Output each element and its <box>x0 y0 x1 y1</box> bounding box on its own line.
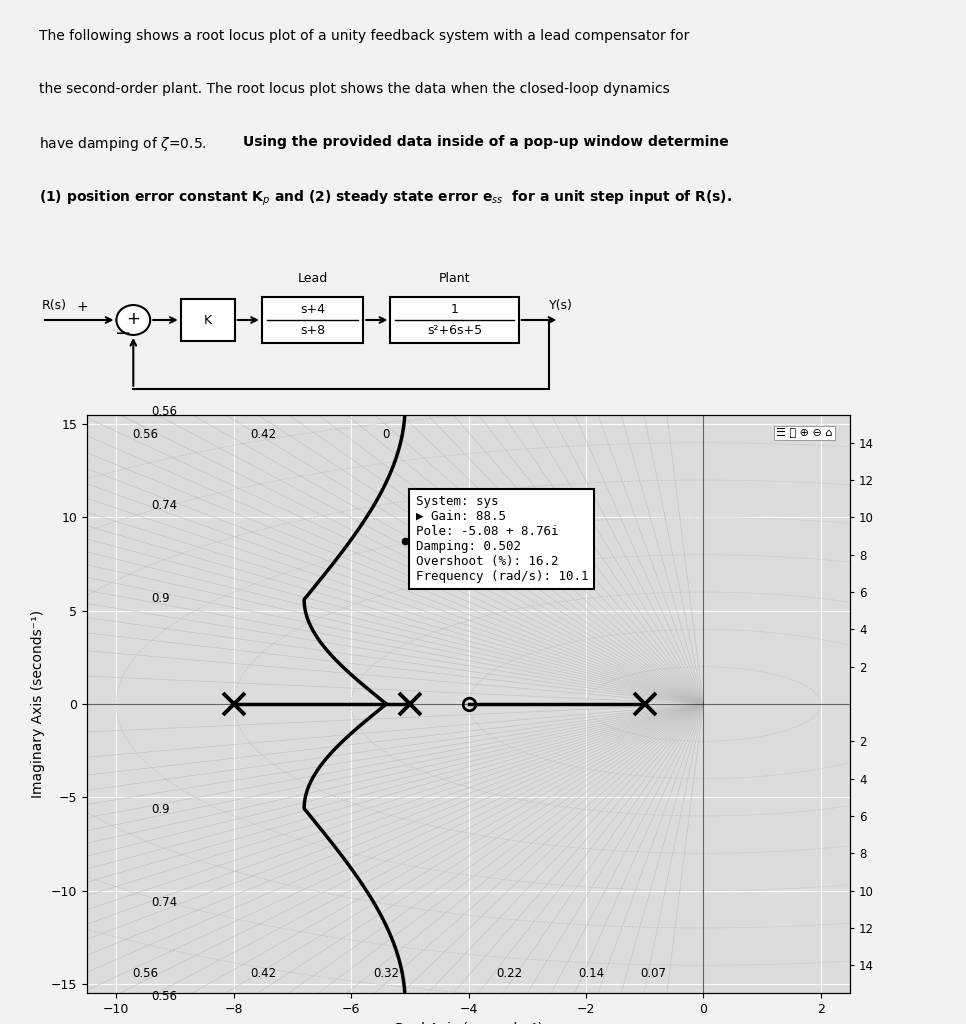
Text: 0.56: 0.56 <box>132 428 158 440</box>
Text: 0.42: 0.42 <box>250 428 276 440</box>
Text: 0: 0 <box>383 428 390 440</box>
Text: s+4: s+4 <box>300 303 325 315</box>
Text: Y(s): Y(s) <box>550 299 573 311</box>
Text: 0.07: 0.07 <box>640 968 667 980</box>
Text: K: K <box>204 313 212 327</box>
Text: 0.9: 0.9 <box>152 592 170 605</box>
Text: 0.56: 0.56 <box>152 406 178 419</box>
Text: System: sys
▶ Gain: 88.5
Pole: -5.08 + 8.76i
Damping: 0.502
Overshoot (%): 16.2
: System: sys ▶ Gain: 88.5 Pole: -5.08 + 8… <box>415 495 588 583</box>
Text: 1: 1 <box>450 303 459 315</box>
Text: Plant: Plant <box>439 272 470 286</box>
Y-axis label: Imaginary Axis (seconds⁻¹): Imaginary Axis (seconds⁻¹) <box>31 610 45 798</box>
Text: (1) position error constant K$_p$ and (2) steady state error e$_{ss}$  for a uni: (1) position error constant K$_p$ and (2… <box>39 188 732 208</box>
Text: have damping of $\zeta$=0.5.: have damping of $\zeta$=0.5. <box>39 135 208 154</box>
Text: +: + <box>127 310 140 328</box>
Text: Lead: Lead <box>298 272 327 286</box>
Text: 0.74: 0.74 <box>152 896 178 909</box>
Text: −: − <box>115 324 131 343</box>
Text: the second-order plant. The root locus plot shows the data when the closed-loop : the second-order plant. The root locus p… <box>39 82 669 96</box>
Text: The following shows a root locus plot of a unity feedback system with a lead com: The following shows a root locus plot of… <box>39 29 689 43</box>
Text: s+8: s+8 <box>299 325 326 337</box>
Text: 0.9: 0.9 <box>152 803 170 816</box>
Text: 0.56: 0.56 <box>132 968 158 980</box>
Text: +: + <box>76 300 89 314</box>
Text: Using the provided data inside of a pop-up window determine: Using the provided data inside of a pop-… <box>243 135 729 150</box>
Text: ☰ 🖐 ⊕ ⊖ ⌂: ☰ 🖐 ⊕ ⊖ ⌂ <box>776 428 833 438</box>
Bar <box>390 297 519 343</box>
Text: 0.32: 0.32 <box>373 968 399 980</box>
X-axis label: Real Axis (seconds⁻¹): Real Axis (seconds⁻¹) <box>394 1022 543 1024</box>
Text: 0.56: 0.56 <box>152 989 178 1002</box>
Text: s²+6s+5: s²+6s+5 <box>427 325 482 337</box>
Text: 0.42: 0.42 <box>250 968 276 980</box>
Text: 0.74: 0.74 <box>152 499 178 512</box>
Text: 0.22: 0.22 <box>497 968 523 980</box>
Bar <box>262 297 363 343</box>
Text: 0.14: 0.14 <box>579 968 605 980</box>
Bar <box>181 299 235 341</box>
Text: R(s): R(s) <box>43 299 67 311</box>
Circle shape <box>116 305 151 335</box>
